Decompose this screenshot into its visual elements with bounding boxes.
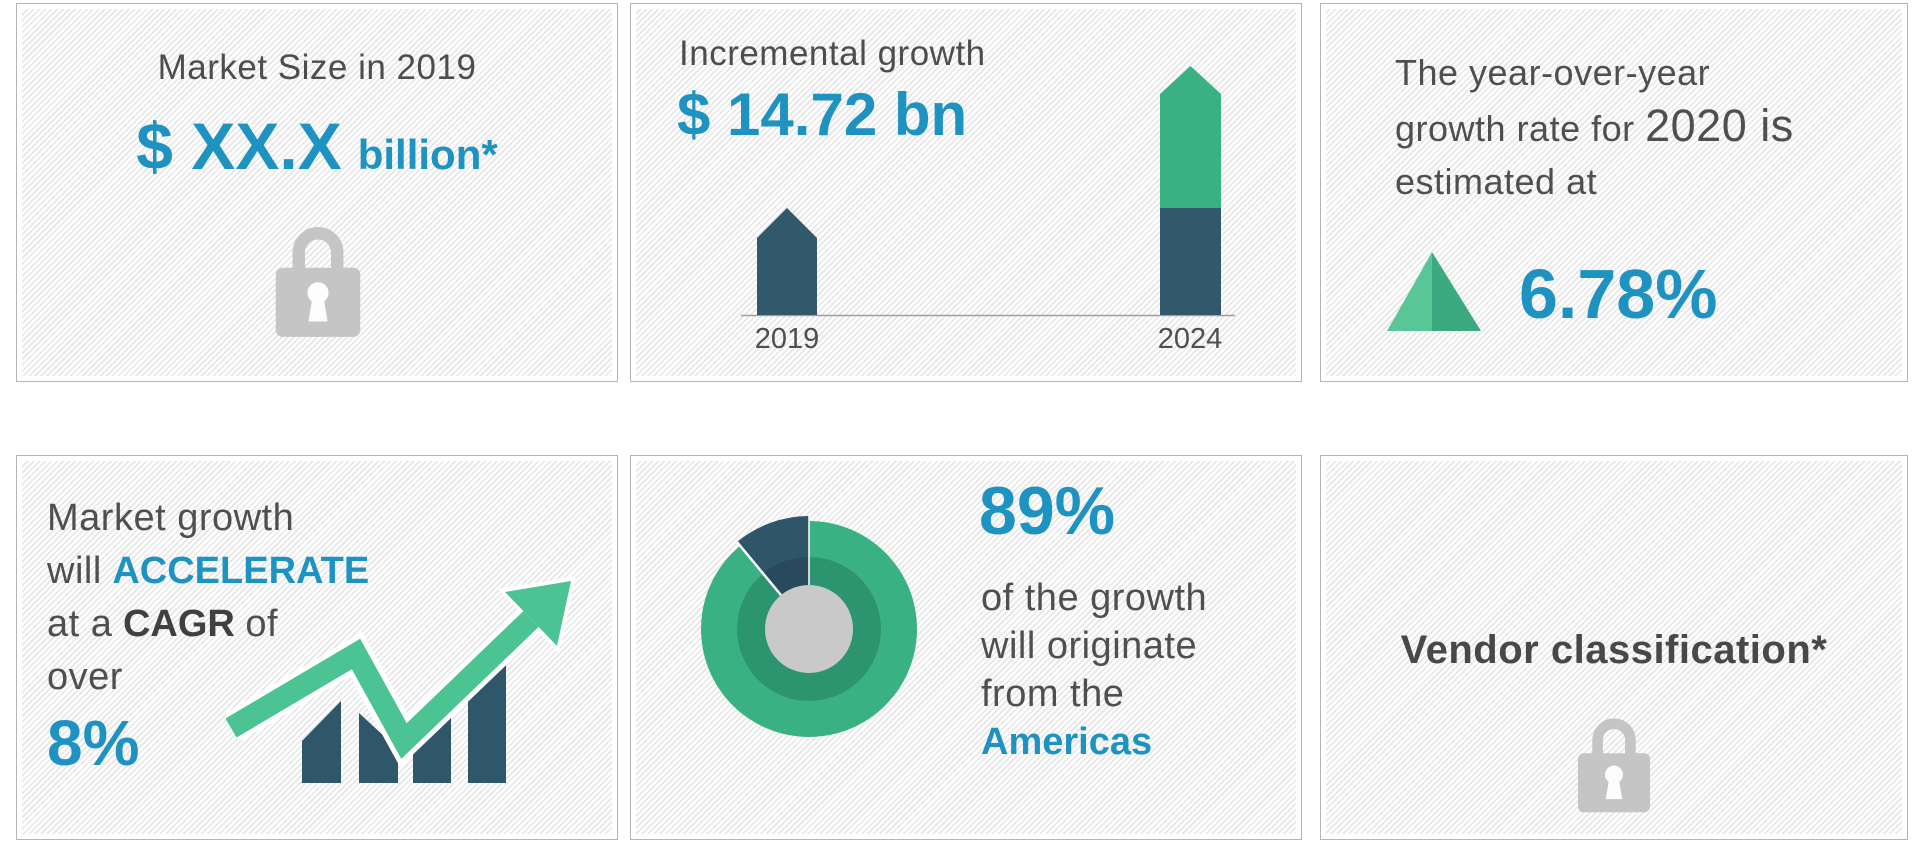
growth-arrow-chart-icon [226, 576, 576, 783]
cagr-at-a: at a [47, 603, 113, 645]
origin-region: Americas [981, 721, 1153, 763]
donut-hole [765, 585, 853, 673]
origin-line2: will originate [981, 625, 1198, 667]
x-label-2019: 2019 [755, 323, 820, 355]
yoy-line2-year: 2020 is [1645, 100, 1794, 151]
panel-incremental-growth: Incremental growth $ 14.72 bn 2019 2024 [630, 3, 1302, 382]
cagr-will: will [47, 550, 102, 592]
incremental-growth-value: $ 14.72 bn [677, 81, 968, 148]
panel-vendor-classification: Vendor classification* [1320, 455, 1908, 840]
cagr-of: of [245, 603, 279, 645]
cagr-text: Market growth will ACCELERATE at a CAGR … [47, 492, 369, 704]
cagr-term: CAGR [122, 603, 235, 645]
x-label-2024: 2024 [1158, 323, 1223, 355]
yoy-line3: estimated at [1395, 161, 1598, 202]
donut-chart [701, 516, 917, 737]
market-size-value-row: $ XX.X billion* [17, 108, 617, 184]
yoy-line2-pre: growth rate for [1395, 108, 1635, 149]
lock-icon [275, 227, 361, 337]
market-size-unit: billion* [357, 131, 498, 178]
lock-icon [1577, 718, 1651, 813]
origin-text: of the growth will originate from the Am… [981, 574, 1207, 766]
market-size-title: Market Size in 2019 [157, 48, 477, 87]
cagr-line1: Market growth [47, 497, 295, 539]
panel-growth-origin: 89% of the growth will originate from th… [630, 455, 1302, 840]
panel-yoy-growth: The year-over-year growth rate for 2020 … [1320, 3, 1908, 382]
bar-2024-base [1160, 208, 1221, 315]
growth-triangle-icon [1387, 252, 1481, 331]
origin-line1: of the growth [981, 577, 1208, 619]
panel-cagr: Market growth will ACCELERATE at a CAGR … [16, 455, 618, 840]
origin-line3: from the [981, 673, 1125, 715]
yoy-value: 6.78% [1519, 255, 1718, 333]
vendor-title: Vendor classification* [1400, 628, 1828, 672]
cagr-line2: will ACCELERATE [47, 545, 369, 598]
yoy-line1: The year-over-year [1395, 52, 1711, 93]
cagr-line3: at a CAGR of [47, 598, 369, 651]
yoy-text: The year-over-year growth rate for 2020 … [1395, 46, 1794, 208]
origin-value: 89% [979, 473, 1116, 549]
incremental-growth-bar-chart: 2019 2024 [741, 66, 1235, 355]
cagr-value: 8% [47, 707, 140, 779]
yoy-line2: growth rate for 2020 is [1395, 99, 1794, 155]
bar-2024-growth [1160, 66, 1221, 208]
cagr-over: over [47, 656, 123, 698]
cagr-accelerate: ACCELERATE [112, 550, 370, 592]
panel-market-size: Market Size in 2019 $ XX.X billion* [16, 3, 618, 382]
bar-2019 [757, 208, 817, 315]
incremental-growth-title: Incremental growth [679, 34, 986, 73]
market-size-value: $ XX.X [136, 109, 342, 183]
